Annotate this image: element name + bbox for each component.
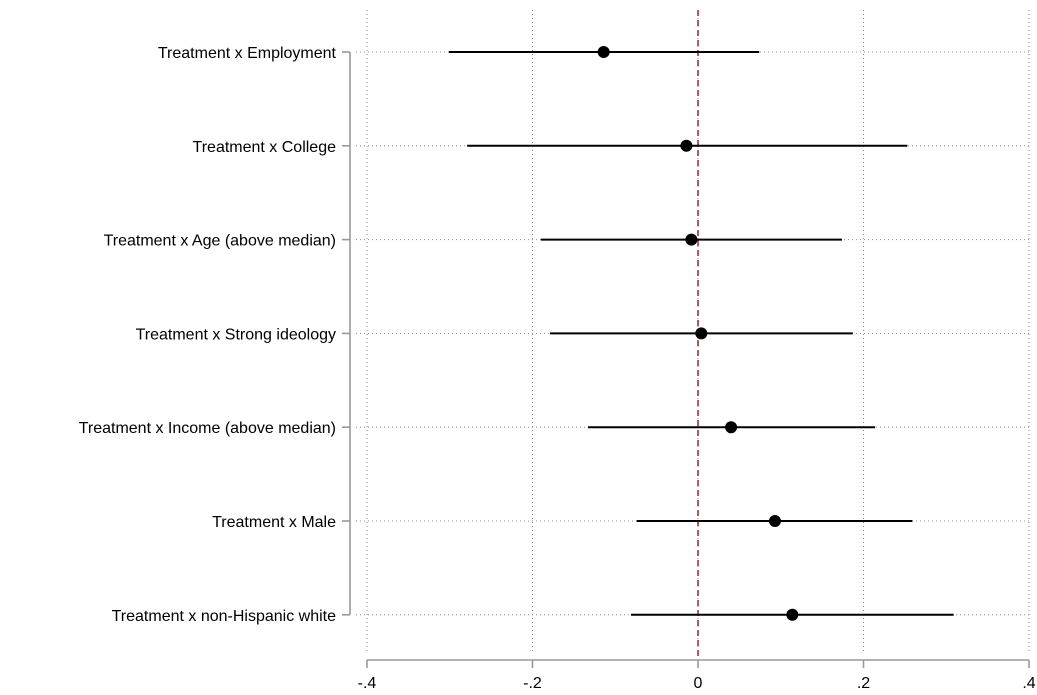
point-estimate	[680, 139, 693, 152]
axes	[342, 51, 1030, 668]
coefficient-label: Treatment x Age (above median)	[104, 233, 336, 250]
estimates	[448, 46, 954, 621]
coefficient-label: Treatment x Strong ideology	[136, 326, 336, 343]
coefficient-label: Treatment x College	[193, 139, 337, 156]
point-estimate	[725, 421, 738, 434]
coefficient-label: Treatment x Income (above median)	[79, 420, 336, 437]
coefficient-label: Treatment x Employment	[158, 45, 337, 62]
x-tick-label: .4	[1022, 675, 1035, 692]
point-estimate	[768, 515, 781, 527]
coefficient-label: Treatment x non-Hispanic white	[112, 608, 336, 625]
coefficient-label: Treatment x Male	[212, 514, 336, 531]
point-estimate	[685, 233, 698, 246]
gridlines	[356, 10, 1030, 652]
x-tick-label: 0	[694, 675, 703, 692]
point-estimate	[695, 327, 708, 340]
x-tick-label: .2	[857, 675, 870, 692]
point-estimate	[786, 608, 799, 621]
point-estimate	[597, 46, 610, 58]
x-tick-label: -.4	[358, 675, 377, 692]
y-labels: Treatment x Employment Treatment x Colleg…	[79, 45, 337, 625]
x-ticks: -.4 -.2 0 .2 .4	[358, 675, 1036, 692]
x-tick-label: -.2	[523, 675, 542, 692]
